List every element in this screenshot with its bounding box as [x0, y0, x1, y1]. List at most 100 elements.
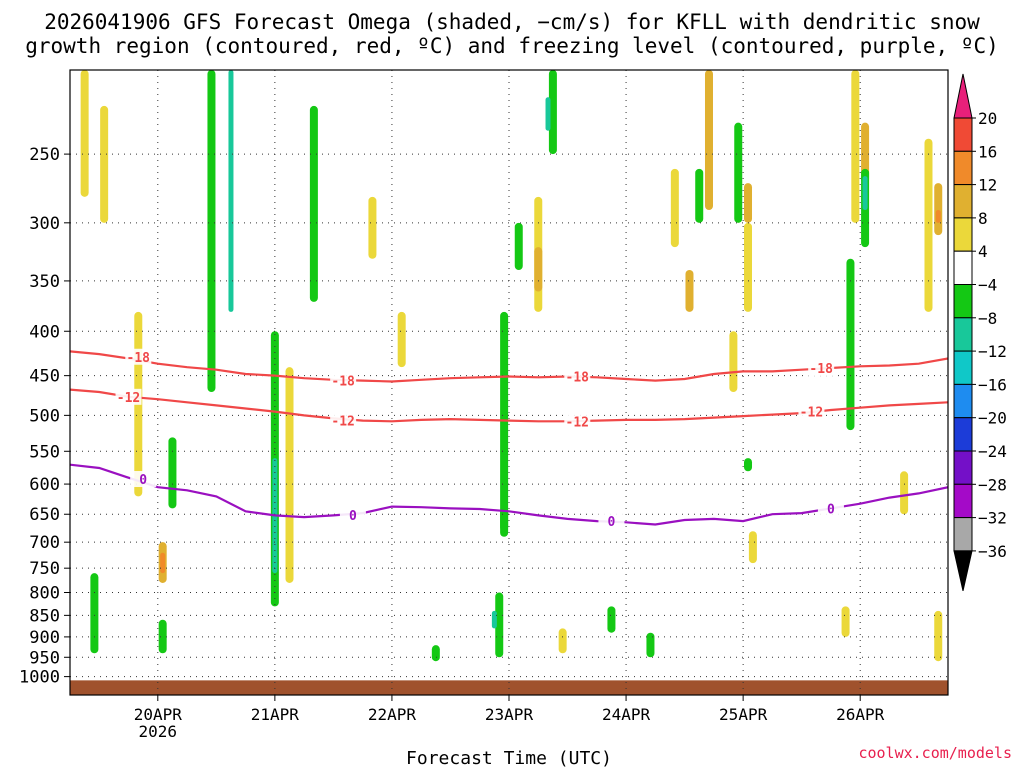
colorbar-label: −32 [978, 509, 1007, 528]
credit-link[interactable]: coolwx.com/models [858, 744, 1012, 762]
colorbar-swatch [953, 517, 973, 552]
contour-label: 0 [608, 515, 616, 530]
x-tick-label: 21APR [251, 705, 300, 724]
colorbar-swatch [953, 417, 973, 452]
omega-feature [158, 619, 167, 654]
colorbar-swatch [953, 350, 973, 385]
omega-feature [851, 70, 860, 223]
colorbar-label: −8 [978, 309, 997, 328]
omega-feature [207, 70, 216, 393]
y-tick-label: 250 [29, 145, 60, 165]
contour-label: -18 [331, 375, 355, 390]
omega-feature [228, 70, 234, 312]
contour-label-bg [808, 360, 835, 377]
omega-feature [100, 105, 109, 223]
omega-feature [495, 592, 504, 658]
omega-feature [900, 471, 909, 515]
y-tick-label: 500 [29, 406, 60, 426]
contour-label: -18 [127, 351, 151, 366]
omega-feature [548, 70, 557, 155]
contour-label-bg [115, 388, 142, 405]
colorbar-swatch [953, 217, 973, 252]
y-tick-label: 750 [29, 559, 60, 579]
y-tick-label: 450 [29, 367, 60, 387]
omega-shading-layer [80, 70, 943, 662]
omega-feature [841, 606, 850, 637]
y-tick-label: 350 [29, 272, 60, 292]
x-tick-label: 23APR [485, 705, 534, 724]
omega-feature [534, 247, 543, 292]
omega-feature [160, 552, 166, 574]
omega-feature [491, 610, 497, 629]
y-tick-label: 800 [29, 584, 60, 604]
y-tick-label: 1000 [19, 668, 60, 688]
colorbar-label: −28 [978, 475, 1007, 494]
contour-label-bg [564, 413, 591, 430]
contour-layer: -18 -18 -18 -18 -12 -12 -12 -12 0 0 0 0 [70, 348, 948, 530]
colorbar-swatch [953, 117, 973, 152]
colorbar-legend: 20 16 12 8 4 −4 −8 −12 −16 −20 −24 −28 −32 −36 [953, 73, 1007, 592]
omega-feature [368, 196, 377, 259]
omega-feature [862, 176, 868, 211]
y-tick-label: 600 [29, 475, 60, 495]
omega-feature [729, 331, 738, 393]
contour-label-bg [330, 412, 357, 429]
omega-feature [744, 183, 753, 223]
colorbar-swatch [953, 317, 973, 352]
colorbar-swatch [953, 483, 973, 519]
omega-feature [90, 573, 99, 654]
chart-title-line-2: growth region (contoured, red, ºC) and f… [25, 34, 999, 58]
colorbar-label: 12 [978, 176, 997, 195]
omega-feature [734, 122, 743, 223]
contour-label: -12 [800, 406, 823, 421]
colorbar-swatch [953, 250, 973, 285]
contour-label-bg [817, 500, 844, 517]
omega-feature [744, 222, 753, 312]
omega-feature [500, 311, 509, 537]
y-tick-label: 850 [29, 606, 60, 626]
y-tick-label: 700 [29, 533, 60, 553]
colorbar-label: −12 [978, 342, 1007, 361]
x-axis-label: Forecast Time (UTC) [406, 748, 612, 768]
contour-label-bg [130, 471, 157, 488]
colorbar-label: −4 [978, 276, 997, 295]
omega-feature [285, 367, 294, 583]
surface-layer [70, 680, 948, 695]
x-tick-label: 25APR [719, 705, 768, 724]
y-tick-label: 900 [29, 628, 60, 648]
x-tick-label: 26APR [836, 705, 885, 724]
y-tick-label: 950 [29, 648, 60, 668]
contour-label-bg [798, 403, 825, 420]
colorbar-label: 4 [978, 242, 988, 261]
contour-label: 0 [349, 509, 357, 524]
y-axis: 2503003504004505005506006507007508008509… [19, 145, 70, 688]
contour-label: 0 [139, 473, 147, 488]
colorbar-swatch [953, 184, 973, 219]
contour-label: -18 [809, 362, 833, 377]
contour-label-bg [330, 372, 357, 389]
colorbar-label: −20 [978, 409, 1007, 428]
contour-label: -12 [566, 415, 589, 430]
contour-label-bg [339, 506, 366, 523]
gridlines [70, 70, 948, 695]
omega-feature [685, 269, 694, 312]
omega-feature [545, 97, 551, 131]
chart-title-line-1: 2026041906 GFS Forecast Omega (shaded, −… [44, 10, 980, 34]
surface-ground [70, 680, 948, 695]
omega-feature [309, 105, 318, 302]
colorbar-swatch [953, 450, 973, 485]
omega-feature [558, 628, 567, 654]
omega-feature [168, 437, 177, 509]
colorbar-top-arrow [953, 73, 973, 119]
contour-label-bg [598, 513, 625, 530]
colorbar-label: −36 [978, 542, 1007, 561]
colorbar-label: 20 [978, 109, 997, 128]
omega-feature [397, 311, 406, 368]
contour-label: -12 [117, 391, 140, 406]
omega-feature [748, 531, 757, 564]
contour-line-minus18 [70, 350, 948, 383]
colorbar-label: 16 [978, 142, 997, 161]
x-tick-label: 20APR [134, 705, 183, 724]
